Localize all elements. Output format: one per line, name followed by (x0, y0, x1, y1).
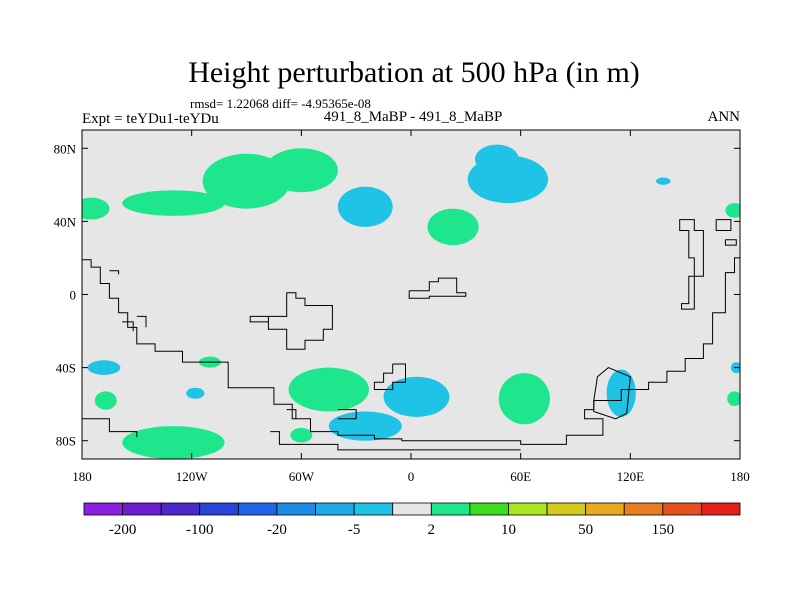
coastline-segment (593, 367, 631, 420)
colorbar-label: -5 (348, 522, 361, 538)
colorbar-swatch (623, 502, 664, 516)
colorbar-swatch (662, 502, 702, 516)
coastline-segment (715, 219, 732, 231)
colorbar-swatch (353, 502, 394, 516)
anomaly-region-negative (87, 360, 121, 375)
colorbar-swatch (122, 502, 162, 516)
anomaly-region-positive (122, 190, 225, 216)
x-tick-label: 180 (730, 469, 750, 484)
colorbar-swatch (701, 502, 741, 516)
anomaly-region-negative (337, 186, 393, 227)
anomaly-region-positive (725, 203, 740, 218)
center-label: 491_8_MaBP - 491_8_MaBP (324, 109, 503, 125)
x-tick-label: 120E (617, 469, 645, 484)
coastlines (82, 219, 740, 451)
colorbar-swatch (430, 502, 471, 516)
colorbar-swatch (83, 502, 123, 516)
coastline-segment (136, 315, 147, 328)
y-tick-label: 80N (54, 141, 77, 156)
anomaly-region-positive (94, 391, 117, 410)
left-label: Expt = teYDu1-teYDu (82, 111, 219, 127)
colorbar-label: 150 (652, 522, 675, 538)
anomaly-region-positive (264, 148, 338, 193)
right-label: ANN (708, 109, 741, 125)
anomaly-region-negative (474, 144, 519, 174)
x-axis: 180 120W 60W 0 60E 120E 180 (72, 130, 750, 484)
coastline-segment (122, 321, 134, 332)
colorbar-swatch (276, 502, 316, 516)
colorbar-swatch (160, 502, 201, 516)
coastline-segment (408, 277, 467, 299)
colorbar-label: -100 (186, 522, 214, 538)
anomaly-region-positive (82, 197, 110, 220)
colorbar: -200 -100 -20 -5 2 10 50 150 (83, 502, 741, 538)
anomaly-region-positive (727, 391, 740, 406)
y-tick-label: 0 (70, 288, 77, 303)
colorbar-label: -200 (109, 522, 137, 538)
coastline-segment (373, 363, 406, 390)
y-tick-label: 80S (56, 434, 76, 449)
coastline-segment (109, 270, 120, 275)
y-axis: 80N 40N 0 40S 80S (54, 141, 740, 449)
anomaly-region-negative (655, 177, 671, 185)
stats-line: rmsd= 1.22068 diff= -4.95365e-08 (190, 96, 371, 111)
colorbar-swatch (315, 502, 355, 516)
x-tick-label: 60W (289, 469, 315, 484)
colorbar-label: -20 (267, 522, 287, 538)
coastline-segment (249, 292, 333, 350)
anomaly-region-negative (186, 387, 205, 399)
anomaly-region-negative (383, 376, 450, 417)
x-tick-label: 0 (408, 469, 415, 484)
anomaly-field (82, 144, 740, 459)
anomaly-region-positive (290, 427, 313, 443)
coastline-segment (337, 409, 357, 420)
colorbar-label: 50 (578, 522, 593, 538)
coastline-segment (724, 239, 737, 246)
coastline-segment (82, 418, 138, 438)
colorbar-label: 2 (428, 522, 436, 538)
colorbar-swatch (546, 502, 587, 516)
anomaly-region-positive (498, 373, 550, 425)
y-tick-label: 40S (56, 361, 76, 376)
colorbar-swatch (469, 502, 509, 516)
colorbar-swatch (237, 502, 278, 516)
anomaly-region-positive (427, 208, 479, 246)
colorbar-label: 10 (501, 522, 516, 538)
colorbar-swatch (392, 502, 432, 516)
y-tick-label: 40N (54, 214, 77, 229)
coastline-segment (286, 409, 297, 419)
x-tick-label: 180 (72, 469, 92, 484)
anomaly-region-positive (288, 367, 369, 412)
coastline-segment (270, 431, 521, 451)
coastline-segment (679, 219, 704, 310)
x-tick-label: 60E (510, 469, 531, 484)
colorbar-swatch (585, 502, 625, 516)
anomaly-region-positive (122, 426, 225, 459)
coastline-segment (82, 257, 740, 445)
x-tick-label: 120W (176, 469, 209, 484)
colorbar-swatch (199, 502, 239, 516)
anomaly-region-negative (328, 411, 402, 441)
colorbar-swatch (508, 502, 548, 516)
chart-title: Height perturbation at 500 hPa (in m) (188, 56, 640, 89)
